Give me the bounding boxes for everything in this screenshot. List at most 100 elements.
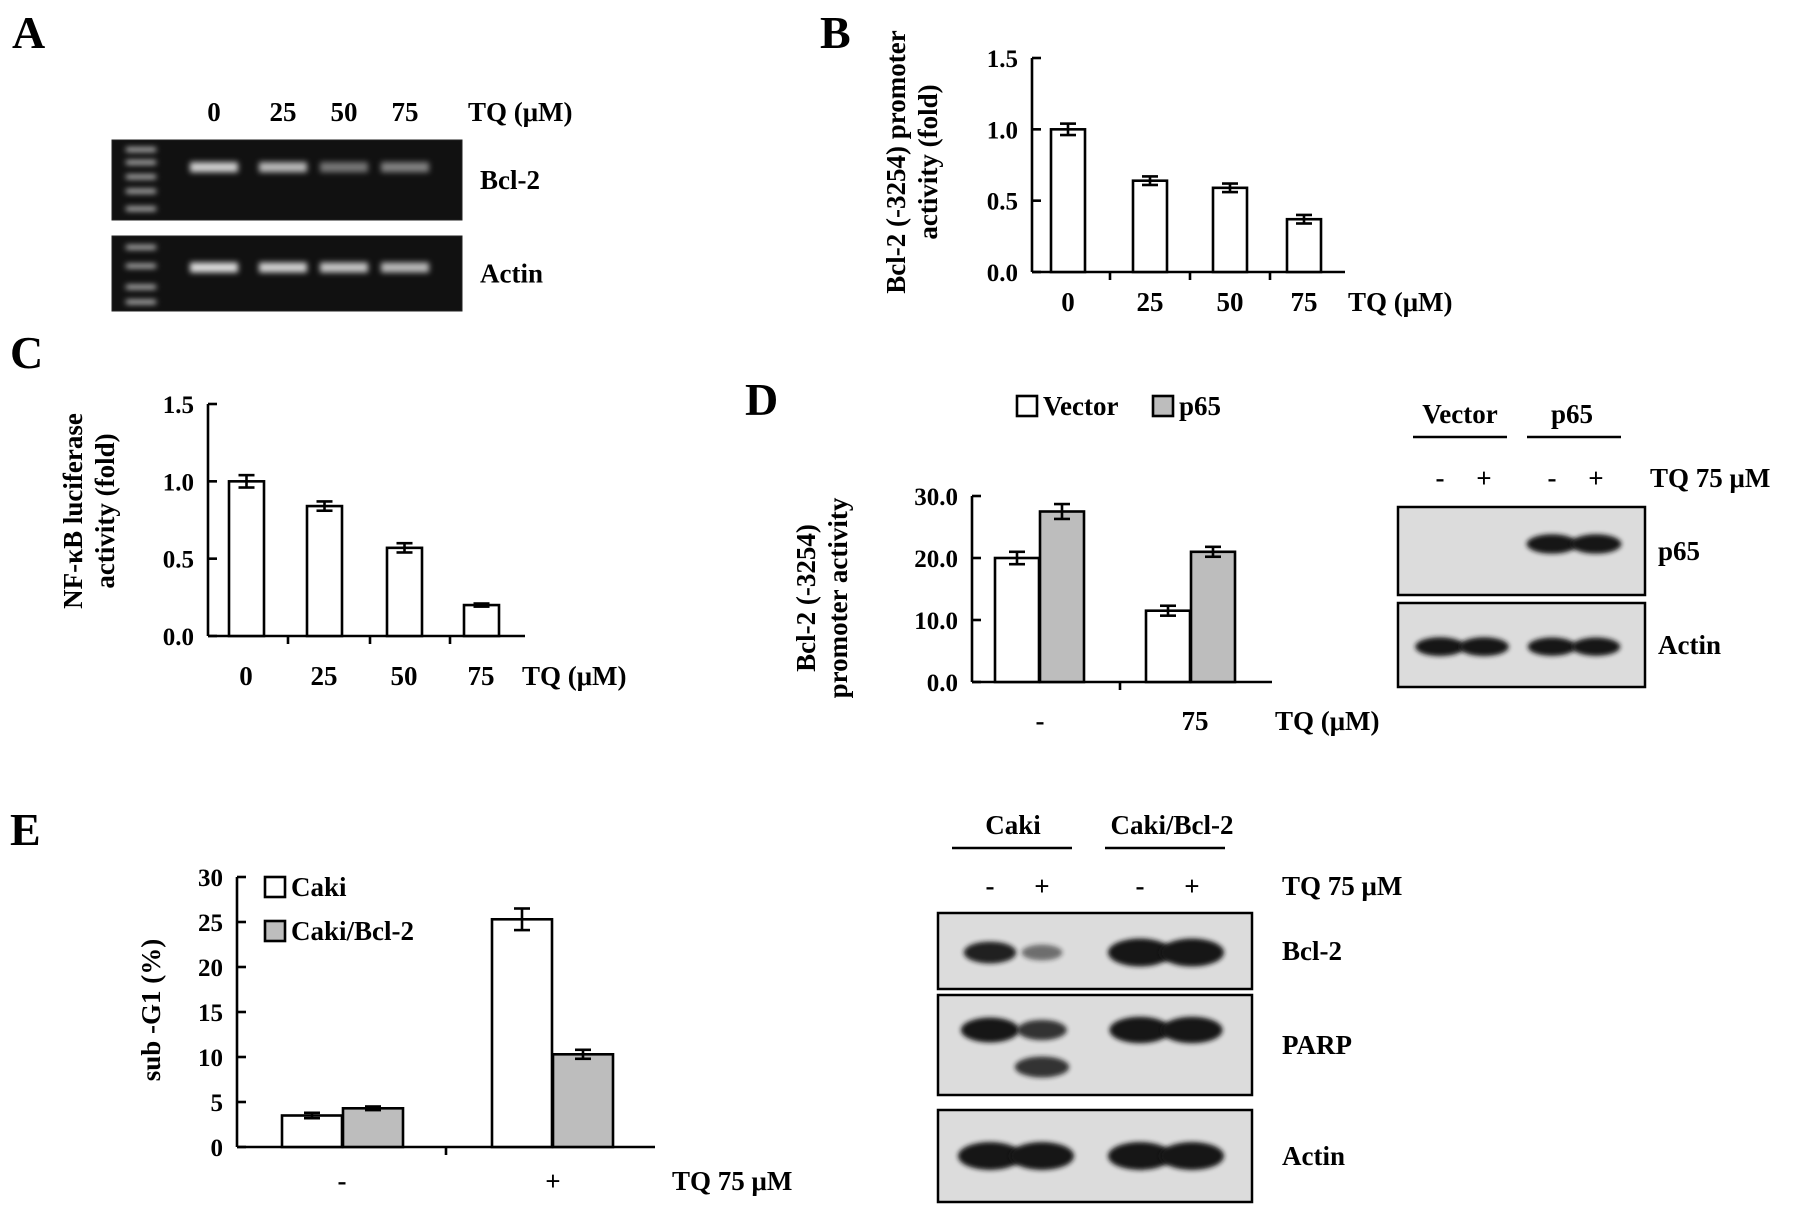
- ladder-band: [126, 245, 156, 250]
- x-axis-label: TQ (μM): [1275, 706, 1380, 736]
- gel-band: [259, 262, 307, 273]
- bar-caki-cat-1: [490, 917, 554, 1149]
- ladder-band: [126, 206, 156, 211]
- blot-group-label: Vector: [1422, 399, 1497, 429]
- ladder-band: [126, 264, 156, 268]
- panel-d-chart: 0.0 10.0 20.0 30.0 - 75 TQ (μM) Bcl-2 (-3254)pr…: [791, 391, 1380, 736]
- blot-band: [1017, 1019, 1067, 1041]
- blot-band: [1160, 1142, 1224, 1170]
- x-tick-label: -: [338, 1166, 347, 1196]
- x-tick-label: +: [545, 1166, 560, 1196]
- x-tick-label: 75: [1182, 706, 1209, 736]
- gel-band: [259, 162, 307, 173]
- y-tick-label: 30.0: [914, 484, 958, 511]
- blot-band: [1160, 938, 1224, 967]
- bar-cat-1: [305, 504, 344, 638]
- panel-a-gel: 0 25 50 75 TQ (μM) Bcl-2 Actin: [111, 97, 573, 312]
- bar-cat-2: [385, 546, 424, 638]
- bar-vector-cat-1: [1144, 609, 1192, 684]
- bar-vector-cat-0: [993, 556, 1041, 684]
- bar-cat-3: [462, 603, 501, 638]
- x-axis-label: TQ (μM): [522, 661, 627, 691]
- gel-band: [320, 162, 368, 173]
- blot-group-label: Caki: [985, 810, 1041, 840]
- y-tick-label: 0: [211, 1135, 224, 1162]
- legend-label: Caki/Bcl-2: [291, 916, 414, 946]
- y-tick-label: 5: [211, 1090, 224, 1117]
- blot-band: [1021, 944, 1063, 961]
- legend-label: p65: [1179, 391, 1221, 421]
- gel-band: [381, 162, 429, 173]
- blot-band: [1109, 1016, 1171, 1044]
- gel-band: [381, 262, 429, 273]
- y-axis-label: Bcl-2 (-3254) promoteractivity (fold): [881, 30, 943, 293]
- bar-caki-cat-0: [280, 1114, 344, 1149]
- blot-lane-sign: -: [1136, 871, 1145, 901]
- gel-strip: [111, 139, 463, 221]
- blot-row-label: Actin: [1658, 630, 1721, 660]
- blot-row-label: p65: [1658, 536, 1700, 566]
- gel-row-label: Bcl-2: [480, 165, 540, 195]
- x-tick-label: 0: [1061, 287, 1075, 317]
- y-tick-label: 1.0: [163, 469, 194, 496]
- blot-treatment-label: TQ 75 μM: [1282, 871, 1402, 901]
- y-tick-label: 15: [198, 1000, 223, 1027]
- gel-strip: [111, 235, 463, 312]
- blot-band: [1010, 1142, 1074, 1170]
- blot-lane-sign: +: [1588, 463, 1603, 493]
- bar-caki-bcl-2-cat-1: [551, 1053, 615, 1149]
- blot-band: [1571, 637, 1621, 656]
- blot-band: [1161, 1016, 1223, 1044]
- bar-cat-1: [1131, 179, 1169, 274]
- ladder-band: [126, 174, 156, 179]
- blot-band: [1526, 534, 1578, 554]
- x-tick-label: 0: [239, 661, 253, 691]
- bar-cat-0: [227, 480, 266, 638]
- panel-b-chart: 0.0 0.5 1.0 1.5 0 25 50 75 TQ (μM) Bcl-2 (-3254) …: [881, 30, 1453, 317]
- bar-cat-0: [1049, 128, 1087, 274]
- blot-band: [1415, 637, 1465, 657]
- legend-swatch: [263, 875, 287, 899]
- blot-band: [1108, 1142, 1172, 1170]
- x-tick-label: 25: [311, 661, 338, 691]
- y-tick-label: 20.0: [914, 546, 958, 573]
- panel-e-chart: 0 5 10 15 20 25 30 - + TQ 75 μM sub -G1 (%) Caki Cak…: [136, 865, 792, 1196]
- gel-band: [320, 262, 368, 273]
- x-axis-label: TQ (μM): [1348, 287, 1453, 317]
- y-axis-label: NF-κB luciferaseactivity (fold): [58, 413, 120, 609]
- gel-band: [190, 262, 238, 273]
- y-tick-label: 25: [198, 910, 223, 937]
- legend-label: Caki: [291, 872, 347, 902]
- blot-band: [1527, 637, 1577, 656]
- y-tick-label: 0.0: [163, 624, 194, 651]
- x-tick-label: 50: [1217, 287, 1244, 317]
- gel-band: [190, 162, 238, 173]
- bar-cat-2: [1211, 186, 1249, 274]
- x-tick-label: 25: [1137, 287, 1164, 317]
- blot-group-label: p65: [1551, 399, 1593, 429]
- panel-letter-a: A: [12, 7, 45, 58]
- y-axis-label: sub -G1 (%): [136, 939, 166, 1082]
- blot-lane-sign: -: [1548, 463, 1557, 493]
- panel-e-western-blot: Caki Caki/Bcl-2 - + - + TQ 75 μM Bcl-2 PARP Actin: [936, 810, 1402, 1204]
- bar-p65-cat-1: [1189, 550, 1237, 684]
- bar-caki-bcl-2-cat-0: [341, 1107, 405, 1149]
- blot-lane-sign: +: [1184, 871, 1199, 901]
- y-tick-label: 1.5: [163, 392, 194, 419]
- y-tick-label: 10: [198, 1045, 223, 1072]
- x-tick-label: 75: [468, 661, 495, 691]
- y-tick-label: 0.0: [987, 260, 1018, 287]
- ladder-band: [126, 189, 156, 194]
- x-tick-label: 50: [391, 661, 418, 691]
- bar-cat-3: [1285, 217, 1323, 274]
- y-axis-label: Bcl-2 (-3254)promoter activity: [791, 497, 853, 698]
- y-tick-label: 30: [198, 865, 223, 892]
- lane-label: 25: [270, 97, 297, 127]
- y-tick-label: 20: [198, 955, 223, 982]
- y-tick-label: 1.0: [987, 117, 1018, 144]
- blot-band-cleaved: [1014, 1056, 1070, 1078]
- y-tick-label: 1.5: [987, 46, 1018, 73]
- ladder-band: [126, 300, 156, 304]
- blot-row-label: PARP: [1282, 1030, 1352, 1060]
- x-tick-label: -: [1036, 706, 1045, 736]
